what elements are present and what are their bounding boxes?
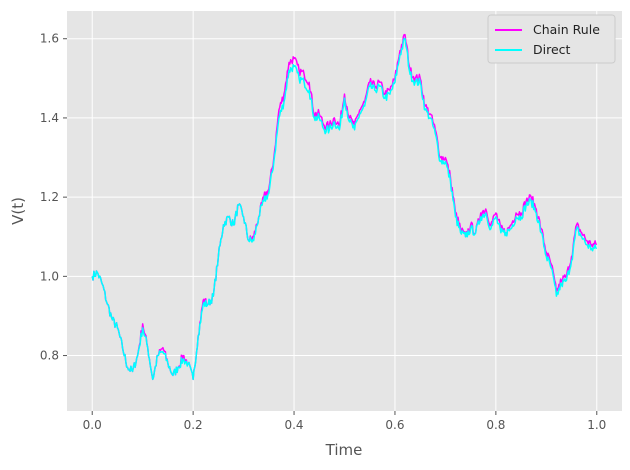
x-ticks: 0.0 0.2 0.4 0.6 0.8 1.0 bbox=[83, 411, 606, 432]
x-tick-label: 0.8 bbox=[486, 418, 505, 432]
series-line-direct bbox=[91, 37, 598, 381]
x-tick-label: 0.6 bbox=[385, 418, 404, 432]
y-tick-label: 1.0 bbox=[40, 269, 59, 283]
y-tick-label: 0.8 bbox=[40, 349, 59, 363]
y-tick-label: 1.2 bbox=[40, 190, 59, 204]
legend-label-direct: Direct bbox=[533, 42, 571, 57]
plot-background bbox=[67, 11, 622, 411]
y-tick-label: 1.4 bbox=[40, 111, 59, 125]
x-tick-label: 0.2 bbox=[184, 418, 203, 432]
x-tick-label: 1.0 bbox=[587, 418, 606, 432]
x-tick-label: 0.4 bbox=[284, 418, 303, 432]
y-tick-label: 1.6 bbox=[40, 32, 59, 46]
y-ticks: 0.8 1.0 1.2 1.4 1.6 bbox=[40, 32, 67, 363]
legend-label-chain-rule: Chain Rule bbox=[533, 22, 600, 37]
legend: Chain Rule Direct bbox=[487, 14, 616, 64]
x-tick-label: 0.0 bbox=[83, 418, 102, 432]
x-axis-label: Time bbox=[325, 441, 363, 459]
series-layer bbox=[91, 33, 598, 381]
y-axis-label: V(t) bbox=[9, 197, 27, 225]
grid-lines bbox=[67, 11, 622, 411]
